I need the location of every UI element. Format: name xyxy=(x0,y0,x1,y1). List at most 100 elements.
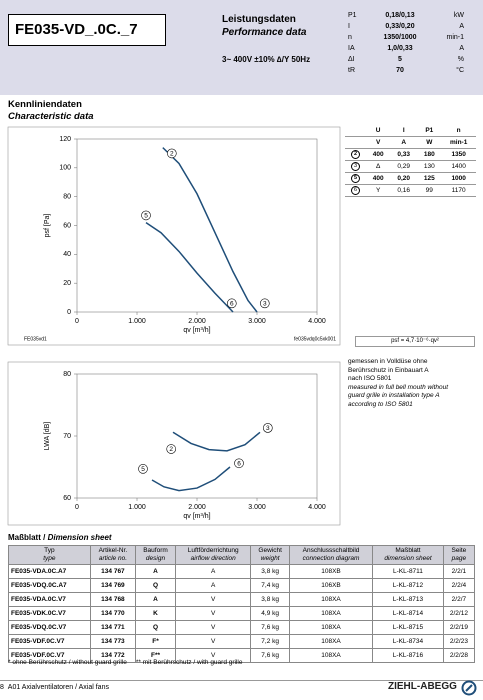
dim-cell: 7,6 kg xyxy=(250,648,290,663)
dim-cell: V xyxy=(174,592,252,607)
dim-head-en: article no. xyxy=(98,555,128,562)
dim-cell: 7,6 kg xyxy=(250,620,290,635)
op-unit: W xyxy=(417,136,442,149)
dim-head-de: Typ xyxy=(44,547,55,554)
dim-cell: 106XB xyxy=(288,578,374,593)
x-tick-label: 2.000 xyxy=(188,504,206,511)
type-code: FE035-VD_.0C._7 xyxy=(8,14,166,46)
dim-cell: L-KL-8716 xyxy=(372,648,444,663)
dim-head-de: Gewicht xyxy=(258,547,282,554)
operating-point xyxy=(262,423,273,433)
op-cell: 0,29 xyxy=(390,160,418,173)
curve xyxy=(151,466,231,492)
dim-head-en: design xyxy=(145,555,166,562)
dim-head-en: type xyxy=(43,555,56,562)
dim-head-de: Maßblatt xyxy=(395,547,421,554)
op-marker: 5 xyxy=(351,174,361,183)
op-unit: A xyxy=(390,136,418,149)
curve xyxy=(145,221,234,313)
y-tick-label: 80 xyxy=(63,194,71,201)
dim-row: FE035-VDF.0C.V7 134 772 F** V 7,6 kg 108XA L-K… xyxy=(8,648,476,663)
brand-logo xyxy=(461,680,477,696)
dim-cell: L-KL-8711 xyxy=(372,564,444,579)
x-tick-label: 1.000 xyxy=(128,318,146,325)
x-tick-label: 4.000 xyxy=(308,504,326,511)
operating-point xyxy=(234,458,244,469)
dim-cell: V xyxy=(174,606,252,621)
spec-unit: kW xyxy=(453,12,464,19)
y-axis-label: LWA [dB] xyxy=(44,422,51,450)
op-unit: V xyxy=(366,136,391,149)
chart-frame xyxy=(7,126,341,346)
dim-cell: 2/2/4 xyxy=(442,578,476,593)
op-cell: 1000 xyxy=(441,172,476,185)
dim-head-de: Artikel-Nr. xyxy=(98,547,128,554)
note-en: measured in full bell mouth without xyxy=(348,383,449,391)
dim-cell: L-KL-8734 xyxy=(372,634,444,649)
y-tick-label: 60 xyxy=(63,495,71,502)
dim-cell: A xyxy=(174,578,252,593)
operating-point-label: 6 xyxy=(230,301,234,308)
y-tick-label: 80 xyxy=(63,371,71,378)
dim-cell: 108XA xyxy=(288,592,374,607)
x-tick-label: 4.000 xyxy=(308,318,326,325)
formula: psf = 4,7·10⁻⁶·qv² xyxy=(355,336,475,347)
op-cell: Y xyxy=(366,184,391,197)
dim-cell: 2/2/28 xyxy=(442,648,476,663)
dim-head: Artikel-Nr. article no. xyxy=(89,545,137,565)
source-right: fe035vdq0c5xk001 xyxy=(294,336,336,342)
dim-cell: V xyxy=(174,620,252,635)
op-marker: 6 xyxy=(351,186,361,195)
dim-row: FE035-VDQ.0C.A7 134 769 Q A 7,4 kg 106XB L-KL-… xyxy=(8,578,476,593)
dim-title-en: Dimension sheet xyxy=(47,533,112,542)
dim-cell: 134 770 xyxy=(89,606,137,621)
op-cell: 5 xyxy=(345,172,367,185)
spec-value: 5 xyxy=(398,56,402,63)
note-de: Berührschutz in Einbauart A xyxy=(348,366,429,374)
note: gemessen in Volldüse ohne Berührschutz in… xyxy=(348,358,448,409)
op-row: 6 Y 0,16 99 1170 xyxy=(345,184,476,197)
footnote-2: ** mit Berührschutz / with guard grille xyxy=(135,659,243,666)
op-cell: 0,20 xyxy=(390,172,418,185)
dim-title-de: Maßblatt xyxy=(8,533,41,542)
spec-unit: % xyxy=(457,56,464,63)
dim-cell: L-KL-8715 xyxy=(372,620,444,635)
x-tick-label: 3.000 xyxy=(248,504,266,511)
op-cell: 400 xyxy=(366,172,391,185)
dim-cell: FE035-VDA.0C.A7 xyxy=(8,564,91,579)
y-tick-label: 20 xyxy=(63,280,71,287)
op-cell: 130 xyxy=(417,160,442,173)
source-left: FE035vd1 xyxy=(24,336,47,342)
title-en: Performance data xyxy=(222,27,307,38)
dim-cell: Q xyxy=(135,620,176,635)
dim-cell: L-KL-8714 xyxy=(372,606,444,621)
dim-cell: 4,9 kg xyxy=(250,606,290,621)
dim-cell: 3,8 kg xyxy=(250,592,290,607)
dim-head-de: Bauform xyxy=(143,547,168,554)
op-cell: 3 xyxy=(345,160,367,173)
dim-cell: 2/2/12 xyxy=(442,606,476,621)
operating-point xyxy=(141,210,151,221)
dim-head: Typ type xyxy=(8,545,91,565)
operating-point xyxy=(138,464,148,474)
dim-cell: 2/2/7 xyxy=(442,592,476,607)
dim-cell: 134 768 xyxy=(89,592,137,607)
op-cell xyxy=(345,136,367,149)
operating-point-label: 3 xyxy=(263,301,267,308)
spec-unit: °C xyxy=(456,67,464,74)
operating-point-label: 6 xyxy=(237,460,241,467)
y-tick-label: 60 xyxy=(63,222,71,229)
spec-value: 70 xyxy=(396,67,404,74)
dim-cell: 7,4 kg xyxy=(250,578,290,593)
spec-value: 0,33/0,20 xyxy=(385,23,415,30)
dim-cell: 7,2 kg xyxy=(250,634,290,649)
note-en: according to ISO 5801 xyxy=(348,400,413,408)
operating-point xyxy=(167,148,177,159)
dim-cell: 134 773 xyxy=(89,634,137,649)
dim-cell: Q xyxy=(135,578,176,593)
dim-cell: FE035-VDA.0C.V7 xyxy=(8,592,91,607)
dim-head-de: Anschlussschaltbild xyxy=(302,547,360,554)
